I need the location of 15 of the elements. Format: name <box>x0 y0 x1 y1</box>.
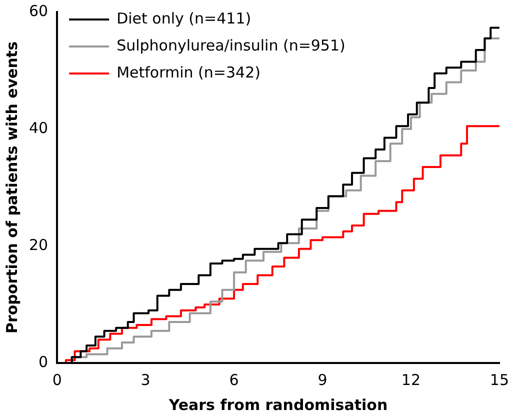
x-axis-title: Years from randomisation <box>168 396 388 414</box>
legend-label: Sulphonylurea/insulin (n=951) <box>116 36 346 54</box>
y-tick-label: 20 <box>28 236 48 254</box>
y-tick-label: 40 <box>28 118 48 137</box>
x-tick-label: 3 <box>140 370 150 389</box>
y-axis-title: Proportion of patients with events <box>2 41 21 334</box>
x-tick-label: 15 <box>490 370 510 389</box>
legend-label: Metformin (n=342) <box>116 63 260 82</box>
x-tick-label: 9 <box>318 370 328 389</box>
legend-label: Diet only (n=411) <box>116 9 252 28</box>
y-tick-label: 60 <box>28 2 48 20</box>
x-tick-label: 12 <box>401 370 421 389</box>
x-tick-label: 0 <box>52 370 62 389</box>
y-tick-label: 0 <box>38 352 48 371</box>
x-tick-label: 6 <box>229 370 239 389</box>
